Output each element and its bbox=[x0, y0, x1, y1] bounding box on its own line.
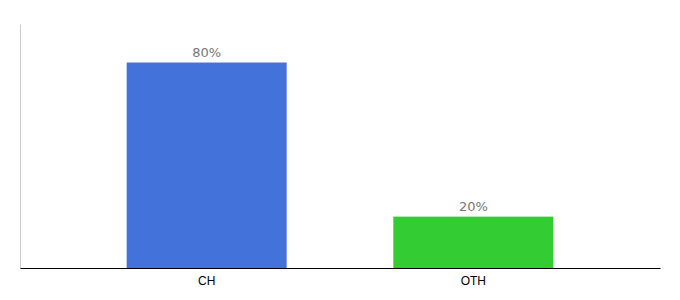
chart-container: CH OTH 80% 20% bbox=[0, 0, 680, 300]
bar bbox=[127, 63, 287, 268]
x-axis: CH OTH bbox=[21, 268, 661, 288]
chart-svg: CH OTH 80% 20% bbox=[0, 0, 680, 300]
data-labels: 80% 20% bbox=[192, 45, 488, 214]
x-tick: OTH bbox=[461, 268, 486, 288]
bars bbox=[127, 63, 554, 268]
x-axis-line bbox=[21, 268, 661, 269]
data-label: 20% bbox=[459, 199, 488, 214]
bar bbox=[393, 217, 553, 268]
x-tick: CH bbox=[198, 268, 215, 288]
x-tick-label: OTH bbox=[461, 274, 486, 288]
plot-area: CH OTH 80% 20% bbox=[21, 25, 661, 288]
x-tick-label: CH bbox=[198, 274, 215, 288]
y-axis bbox=[20, 25, 21, 269]
y-axis-line bbox=[20, 25, 21, 269]
data-label: 80% bbox=[192, 45, 221, 60]
